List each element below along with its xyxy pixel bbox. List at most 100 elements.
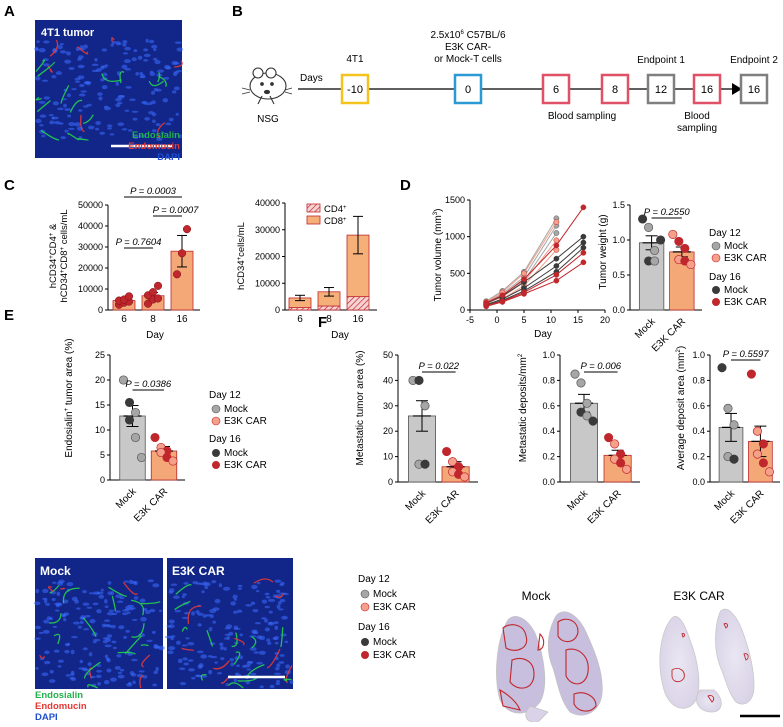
p-value: P = 0.022 <box>419 361 460 372</box>
data-point <box>729 454 739 464</box>
y-tick-label: 0 <box>100 475 105 485</box>
nucleus <box>95 674 102 679</box>
nucleus <box>237 609 243 613</box>
nucleus <box>93 638 101 642</box>
lung-section-e3k <box>659 608 755 713</box>
nucleus <box>252 631 259 635</box>
x-tick-label: 16 <box>176 314 188 325</box>
data-point <box>553 255 560 262</box>
data-point <box>582 411 592 421</box>
vessel <box>49 39 59 57</box>
data-point <box>414 375 424 385</box>
y-tick-label: 40 <box>383 375 393 385</box>
nucleus <box>279 598 286 603</box>
nucleus <box>91 63 99 67</box>
nucleus <box>79 659 84 664</box>
panel-c-left-chart: 0 10000 20000 30000 40000 50000 6 8 16 P = 0.0003… <box>78 186 200 325</box>
data-point <box>150 432 160 443</box>
x-tick-label: Mock <box>633 316 658 341</box>
data-point <box>680 243 690 253</box>
nucleus <box>77 64 85 69</box>
nucleus <box>132 117 138 121</box>
data-point <box>521 276 527 283</box>
vessel <box>251 636 257 649</box>
nucleus <box>275 682 280 686</box>
day-box <box>340 73 370 105</box>
vessel <box>40 129 60 141</box>
nucleus <box>232 594 238 600</box>
nucleus <box>97 682 102 686</box>
e-legend-mock12: Mock <box>224 404 249 415</box>
y-tick-label: 0.8 <box>542 375 555 385</box>
nucleus <box>115 81 119 86</box>
f1-ylabel: Metastatic tumor area (%) <box>355 350 366 465</box>
nucleus <box>191 611 195 616</box>
x-tick-label: 10 <box>546 315 556 325</box>
c1-ylabel-a: hCD34+CD4+ & <box>48 223 59 288</box>
nucleus <box>149 39 155 44</box>
nucleus <box>233 678 238 683</box>
data-point <box>168 456 178 466</box>
nucleus <box>149 70 154 73</box>
nucleus <box>77 625 82 629</box>
data-point <box>746 369 756 379</box>
vessel <box>174 60 183 68</box>
x-tick-label: Mock <box>114 486 139 511</box>
f3-ylabel: Average deposit area (mm2) <box>676 346 687 470</box>
nucleus <box>39 124 44 127</box>
nucleus <box>91 69 99 73</box>
nucleus <box>48 679 56 683</box>
data-point <box>650 256 660 266</box>
nucleus <box>64 129 69 133</box>
nucleus <box>66 582 74 587</box>
nucleus <box>115 103 121 108</box>
data-point <box>616 458 626 468</box>
y-tick-label: 5 <box>100 450 105 460</box>
nucleus <box>133 596 139 600</box>
nucleus <box>102 637 109 640</box>
nucleus <box>273 672 282 675</box>
nucleus <box>38 48 46 53</box>
nucleus <box>176 47 184 52</box>
nucleus <box>250 601 256 605</box>
nucleus <box>208 669 213 675</box>
data-point <box>588 416 598 426</box>
nucleus <box>53 649 60 653</box>
nucleus <box>156 137 163 142</box>
nucleus <box>108 609 115 612</box>
y-tick-label: 1.0 <box>692 350 705 360</box>
nucleus <box>67 127 75 130</box>
nucleus <box>185 637 190 640</box>
x-tick-label: Mock <box>403 488 428 513</box>
nucleus <box>187 659 194 662</box>
nucleus <box>106 124 113 128</box>
y-tick-label: 0 <box>388 477 393 487</box>
nucleus <box>84 81 92 84</box>
nucleus <box>174 41 182 44</box>
nucleus <box>272 637 277 640</box>
nucleus <box>122 42 127 47</box>
nucleus <box>122 52 129 55</box>
nucleus <box>101 84 108 90</box>
timeline-arrowhead <box>732 83 742 95</box>
c2-legend-cd8-swatch <box>306 215 321 225</box>
data-point <box>148 288 158 297</box>
vessel <box>140 601 161 605</box>
nucleus <box>44 650 50 655</box>
nucleus <box>88 592 95 595</box>
day-box-label: -10 <box>347 84 363 96</box>
e-legend-e3k16: E3K CAR <box>224 460 267 471</box>
nucleus <box>267 598 276 603</box>
nucleus <box>179 667 186 671</box>
nucleus <box>183 662 190 666</box>
x-tick-label: -5 <box>466 315 474 325</box>
vessel <box>231 632 238 648</box>
nucleus <box>281 615 288 620</box>
day-box <box>600 73 630 105</box>
e-img-label-e3k: E3K CAR <box>172 564 225 578</box>
nucleus <box>280 633 287 637</box>
nucleus <box>123 635 127 640</box>
mouse-icon <box>241 67 293 105</box>
nucleus <box>152 583 160 588</box>
nucleus <box>171 60 179 66</box>
